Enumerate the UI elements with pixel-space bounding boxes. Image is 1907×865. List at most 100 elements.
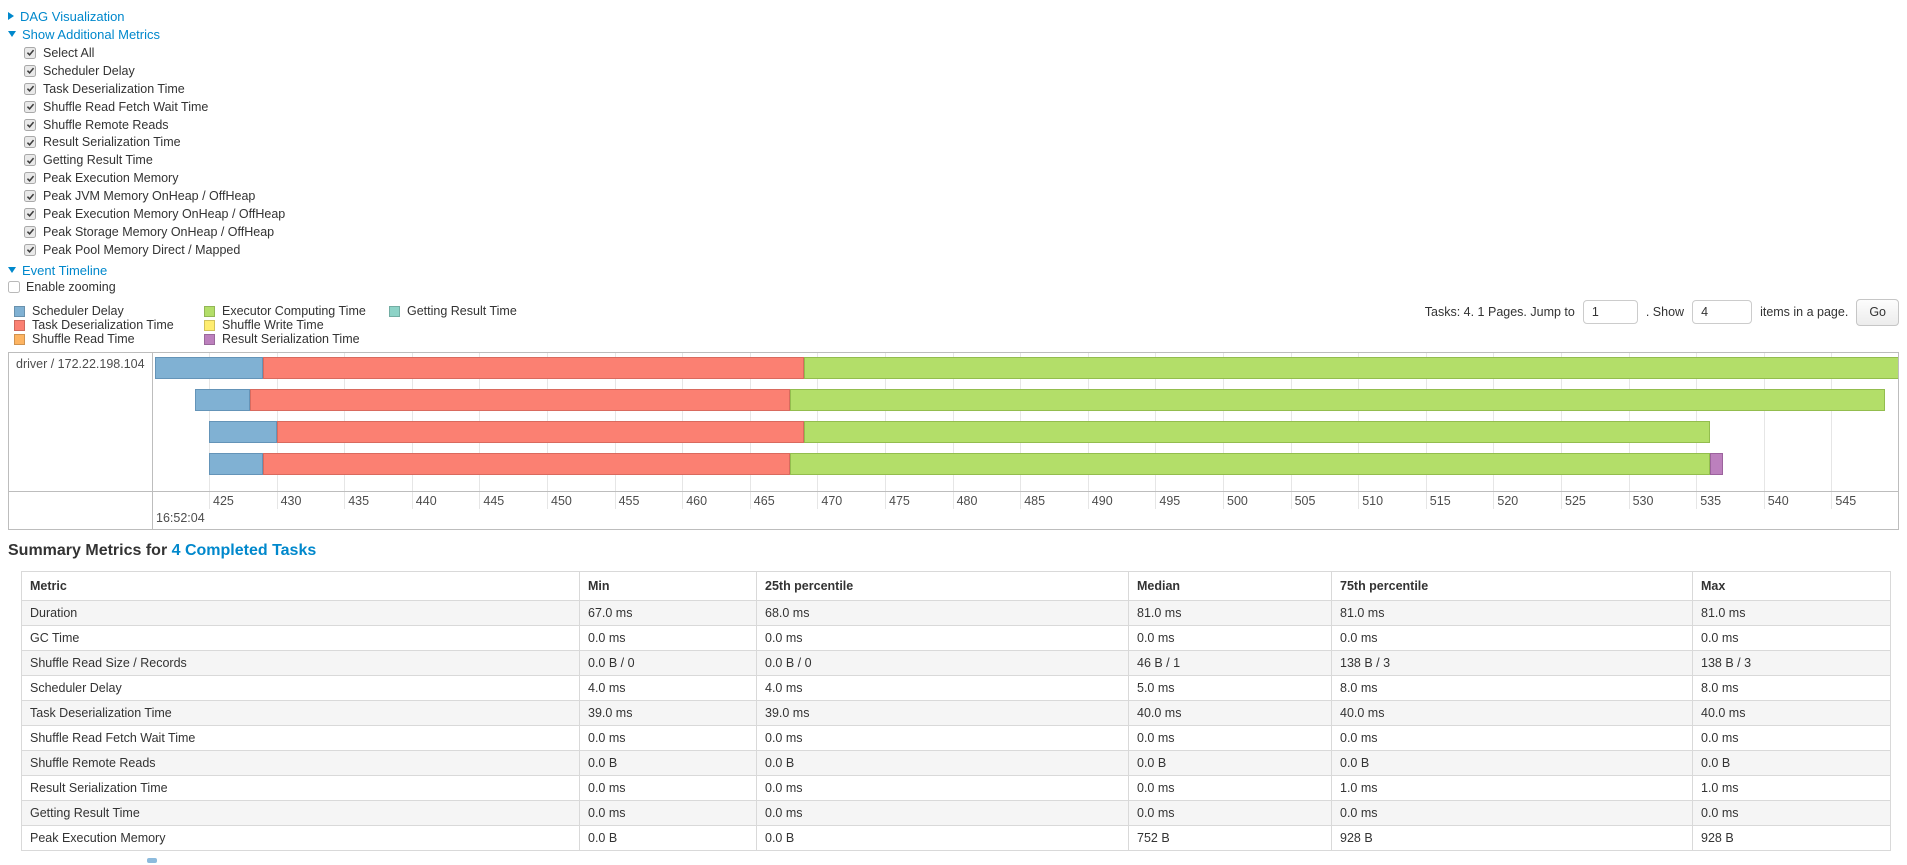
summary-metric-name: Shuffle Read Fetch Wait Time [21,725,580,751]
timeline-segment-task-deserialization[interactable] [263,453,791,475]
timeline-segment-scheduler-delay[interactable] [209,421,277,443]
legend-swatch-result-serialization [204,333,215,345]
metric-checkbox-label: Peak Pool Memory Direct / Mapped [43,242,241,257]
legend-item: Scheduler Delay [14,304,174,318]
timeline-segment-executor-computing[interactable] [803,421,1710,443]
summary-table-row: Getting Result Time 0.0 ms 0.0 ms 0.0 ms 0.0… [21,800,1891,826]
timeline-segment-task-deserialization[interactable] [263,357,804,379]
show-additional-metrics-toggle[interactable]: Show Additional Metrics [8,26,160,42]
summary-metric-value: 4.0 ms [579,675,757,701]
summary-table-row: Shuffle Read Fetch Wait Time 0.0 ms 0.0 ms… [21,725,1891,751]
timeline-axis-tick-label: 425 [213,494,234,508]
timeline-tick [1696,492,1698,509]
timeline-axis-tick-label: 490 [1091,494,1113,508]
event-timeline-toggle[interactable]: Event Timeline [8,262,107,278]
timeline-segment-executor-computing[interactable] [790,453,1710,475]
timeline-axis-tick-label: 505 [1294,494,1316,508]
summary-metric-value: 40.0 ms [1331,700,1693,726]
legend-swatch-shuffle-read [14,333,25,345]
timeline-task-bar[interactable] [209,453,1725,475]
metric-checkbox-row[interactable]: Shuffle Read Fetch Wait Time [24,98,285,116]
timeline-axis-tick-label: 510 [1362,494,1384,508]
legend-label: Result Serialization Time [222,332,360,347]
metric-checkbox-row[interactable]: Peak JVM Memory OnHeap / OffHeap [24,187,285,205]
summary-metric-value: 0.0 B [579,825,757,851]
dag-visualization-toggle[interactable]: DAG Visualization [8,8,125,24]
check-icon [26,157,34,164]
timeline-tick [479,492,481,509]
metric-checkbox-row[interactable]: Getting Result Time [24,151,285,169]
metric-checkbox[interactable] [24,46,36,59]
legend-item: Task Deserialization Time [14,318,174,332]
summary-metric-value: 0.0 B [756,825,1129,851]
timeline-tick [1087,492,1089,509]
metric-checkbox-label: Peak JVM Memory OnHeap / OffHeap [43,189,256,204]
timeline-task-bar[interactable] [209,421,1712,443]
timeline-segment-executor-computing[interactable] [790,389,1886,411]
timeline-tick [1020,492,1022,509]
metric-checkbox[interactable] [24,64,36,77]
metric-checkbox-label: Peak Execution Memory OnHeap / OffHeap [43,206,286,221]
metric-checkbox[interactable] [24,100,36,113]
jump-to-page-input[interactable] [1582,300,1638,324]
check-icon [26,67,34,75]
summary-metric-value: 81.0 ms [1128,600,1332,626]
completed-tasks-link[interactable]: 4 Completed Tasks [171,542,317,559]
timeline-axis-tick-label: 465 [753,494,775,508]
summary-metric-name: Peak Execution Memory [21,825,580,851]
go-button[interactable]: Go [1856,298,1899,326]
timeline-segment-scheduler-delay[interactable] [154,357,264,379]
metric-checkbox-row[interactable]: Peak Pool Memory Direct / Mapped [24,241,285,259]
metric-checkbox-row[interactable]: Task Deserialization Time [24,80,285,98]
metric-checkbox[interactable] [24,136,36,149]
timeline-tick [1493,492,1495,509]
metric-checkbox-row[interactable]: Peak Execution Memory OnHeap / OffHeap [24,205,285,223]
metric-checkbox-row[interactable]: Result Serialization Time [24,133,285,151]
metric-checkbox[interactable] [24,172,36,185]
timeline-axis-tick-label: 445 [483,494,505,508]
timeline-tick [547,492,548,509]
metric-checkbox-label: Result Serialization Time [43,135,181,150]
metric-checkbox-row[interactable]: Peak Storage Memory OnHeap / OffHeap [24,223,285,241]
metric-checkbox[interactable] [24,118,36,131]
timeline-axis-tick-label: 515 [1429,494,1451,508]
enable-zooming-checkbox[interactable] [8,281,20,293]
metric-checkbox[interactable] [24,243,36,256]
summary-metric-value: 0.0 B [756,750,1129,776]
summary-metric-value: 0.0 ms [1331,800,1693,826]
metric-checkbox[interactable] [24,190,36,203]
timeline-task-bar[interactable] [195,389,1887,411]
summary-metric-name: Duration [21,600,580,626]
timeline-segment-result-serialization[interactable] [1709,453,1724,475]
summary-metric-value: 1.0 ms [1692,775,1891,801]
timeline-segment-task-deserialization[interactable] [276,421,804,443]
items-per-page-input[interactable] [1692,300,1753,324]
summary-metric-value: 928 B [1331,825,1693,851]
summary-metric-value: 0.0 ms [579,775,757,801]
metric-checkbox[interactable] [24,225,36,238]
timeline-segment-scheduler-delay[interactable] [209,453,264,475]
metric-checkbox-row[interactable]: Peak Execution Memory [24,169,285,187]
legend-label: Task Deserialization Time [32,318,174,333]
timeline-axis-tick-label: 495 [1159,494,1181,508]
timeline-gridline [1763,353,1765,491]
timeline-task-bar[interactable] [154,357,1898,379]
timeline-segment-task-deserialization[interactable] [249,389,791,411]
dag-visualization-link[interactable]: DAG Visualization [20,8,125,24]
summary-metric-value: 8.0 ms [1331,675,1693,701]
metric-checkbox[interactable] [24,207,36,220]
summary-metric-value: 0.0 B [1128,750,1332,776]
timeline-axis-tick-label: 475 [889,494,910,508]
timeline-axis-tick-label: 450 [551,494,572,508]
event-timeline-link[interactable]: Event Timeline [22,262,108,278]
metric-checkbox[interactable] [24,154,36,167]
timeline-segment-scheduler-delay[interactable] [195,389,250,411]
metric-checkbox-row[interactable]: Shuffle Remote Reads [24,116,285,134]
timeline-segment-executor-computing[interactable] [803,357,1898,379]
metric-checkbox-row[interactable]: Scheduler Delay [24,62,285,80]
metric-checkbox[interactable] [24,82,36,95]
metric-checkbox-row[interactable]: Select All [24,44,285,62]
show-additional-metrics-link[interactable]: Show Additional Metrics [22,26,161,42]
summary-metric-name: Result Serialization Time [21,775,580,801]
summary-metric-value: 0.0 ms [1331,625,1693,651]
